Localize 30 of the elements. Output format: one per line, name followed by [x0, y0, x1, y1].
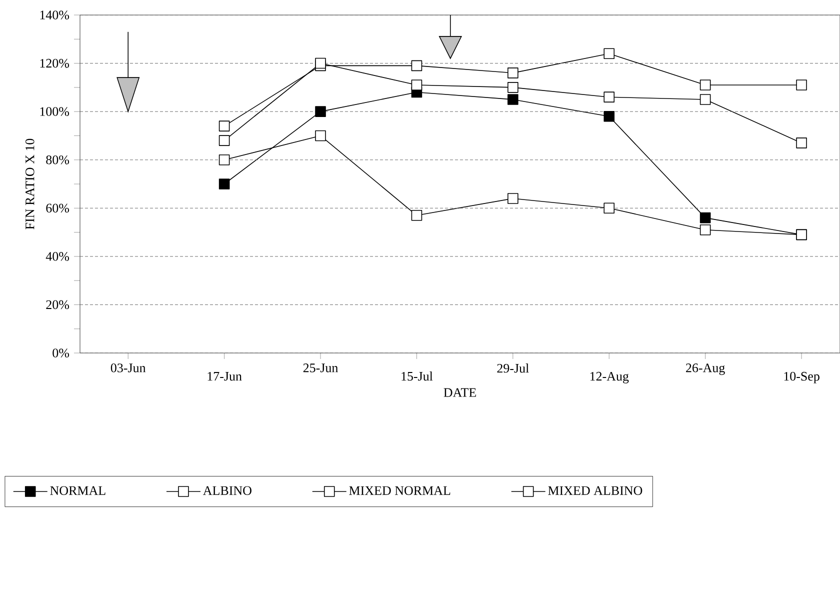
y-tick-label: 100% [40, 107, 70, 116]
point [411, 80, 422, 90]
point [315, 106, 326, 117]
point [604, 111, 615, 122]
y-tick-label: 120% [40, 58, 70, 68]
point [411, 60, 422, 72]
x-tick-label: 15-Jul [402, 372, 433, 381]
x-tick-label: 29-Jul [497, 364, 529, 373]
y-axis-title: FIN RATIO X 10 [26, 138, 34, 230]
point [315, 58, 326, 69]
x-tick-label: 26-Aug [686, 364, 725, 375]
y-tick-label: 40% [46, 252, 70, 261]
legend-label: NORMAL [50, 486, 106, 495]
y-tick-label: 80% [46, 155, 70, 164]
point [508, 94, 518, 105]
x-tick-label: 25-Jun [303, 364, 338, 372]
point [700, 212, 711, 224]
x-tick-label: 12-Aug [590, 372, 629, 384]
x-tick-label: 17-Jun [208, 372, 242, 381]
x-tick-label: 03-Jun [110, 364, 146, 372]
y-tick-label: 20% [46, 300, 70, 310]
y-tick-label: 60% [46, 204, 70, 213]
x-tick-label: 10-Sep [784, 372, 820, 384]
legend-label: MIXED ALBINO [548, 486, 642, 495]
x-axis-title: DATE [444, 388, 476, 397]
legend-label: ALBINO [202, 486, 252, 495]
legend-label: MIXED NORMAL [349, 486, 450, 495]
point [218, 178, 230, 190]
y-tick-label: 0% [52, 348, 70, 358]
y-tick-label: 140% [40, 10, 70, 20]
